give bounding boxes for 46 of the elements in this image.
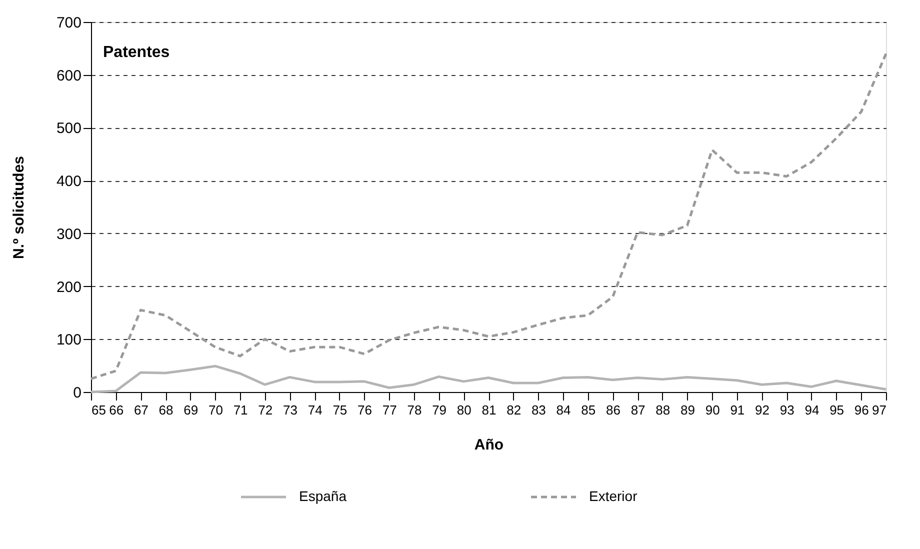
- x-tick-label: 94: [804, 402, 820, 418]
- legend-label: España: [299, 488, 347, 504]
- x-tick-label: 73: [283, 402, 298, 418]
- x-axis-title: Año: [474, 436, 504, 454]
- x-tick-label: 91: [730, 402, 745, 418]
- y-tick-label: 500: [56, 120, 82, 138]
- y-tick-label: 200: [56, 278, 82, 296]
- x-tick-label: 95: [830, 402, 844, 418]
- y-axis-title: N.º solicitudes: [10, 156, 28, 260]
- x-tick-label: 84: [556, 402, 571, 418]
- x-tick-label: 97: [872, 402, 886, 418]
- x-tick-label: 76: [358, 402, 372, 418]
- annotation: Patentes: [103, 44, 170, 61]
- x-tick-label: 67: [134, 402, 148, 418]
- y-tick-label: 600: [56, 67, 82, 84]
- x-tick-label: 77: [382, 402, 397, 418]
- x-tick-label: 96: [854, 402, 869, 418]
- x-tick-label: 79: [432, 402, 447, 418]
- y-tick-label: 300: [56, 226, 82, 243]
- x-tick-label: 85: [581, 402, 596, 418]
- x-tick-label: 71: [233, 402, 248, 418]
- x-tick-label: 86: [606, 402, 620, 418]
- x-tick-label: 74: [308, 402, 322, 418]
- x-tick-label: 93: [780, 402, 794, 418]
- x-tick-label: 80: [456, 402, 472, 418]
- x-tick-label: 69: [184, 402, 198, 418]
- x-tick-label: 81: [482, 402, 496, 418]
- y-tick-label: 400: [56, 173, 82, 190]
- y-tick-label: 0: [73, 384, 82, 402]
- x-tick-label: 72: [258, 402, 273, 418]
- x-tick-label: 82: [506, 402, 522, 418]
- x-tick-label: 75: [332, 402, 348, 418]
- y-tick-label: 100: [56, 332, 82, 349]
- x-tick-label: 87: [630, 402, 646, 418]
- x-tick-label: 89: [680, 402, 695, 418]
- x-tick-label: 92: [755, 402, 770, 418]
- x-tick-label: 78: [407, 402, 422, 418]
- y-tick-label: 700: [56, 14, 82, 32]
- x-tick-label: 83: [531, 402, 546, 418]
- x-tick-label: 88: [656, 402, 670, 418]
- x-tick-label: 65: [92, 402, 106, 418]
- x-tick-label: 68: [158, 402, 174, 418]
- x-tick-label: 90: [705, 402, 720, 418]
- x-tick-label: 70: [208, 402, 223, 418]
- x-tick-label: 66: [109, 402, 124, 418]
- legend-label: Exterior: [589, 488, 638, 504]
